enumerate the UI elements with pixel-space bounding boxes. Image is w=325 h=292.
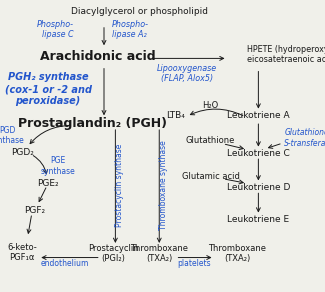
Text: Arachidonic acid: Arachidonic acid [40, 50, 155, 62]
Text: Prostacyclin synthase: Prostacyclin synthase [115, 144, 124, 227]
Text: Leukotriene D: Leukotriene D [227, 183, 290, 192]
Text: Leukotriene C: Leukotriene C [227, 149, 290, 158]
Text: Prostacyclin
(PGI₂): Prostacyclin (PGI₂) [88, 244, 138, 263]
Text: Glutathione-
S-transferase: Glutathione- S-transferase [284, 128, 325, 147]
Text: H₂O: H₂O [202, 101, 219, 110]
Text: Thromboxane
(TXA₂): Thromboxane (TXA₂) [208, 244, 266, 263]
Text: Thromboxane synthase: Thromboxane synthase [159, 140, 168, 230]
Text: PGD
synthase: PGD synthase [0, 126, 24, 145]
Text: PGD₂: PGD₂ [11, 148, 33, 157]
Text: Glutathione: Glutathione [186, 136, 235, 145]
Text: Lipooxygenase
(FLAP, Alox5): Lipooxygenase (FLAP, Alox5) [157, 64, 217, 83]
Text: PGF₂: PGF₂ [25, 206, 46, 215]
Text: PGE₂: PGE₂ [37, 179, 59, 188]
Text: Diacylglycerol or phospholipid: Diacylglycerol or phospholipid [71, 7, 208, 16]
Text: platelets: platelets [177, 259, 211, 268]
Text: Phospho-
lipase A₂: Phospho- lipase A₂ [112, 20, 149, 39]
Text: LTB₄: LTB₄ [166, 111, 185, 120]
Text: Prostaglandin₂ (PGH): Prostaglandin₂ (PGH) [18, 117, 167, 130]
Text: Phospho-
lipase C: Phospho- lipase C [37, 20, 74, 39]
Text: Leukotriene A: Leukotriene A [227, 111, 290, 120]
Text: PGE
synthase: PGE synthase [41, 156, 75, 175]
Text: Glutamic acid: Glutamic acid [182, 172, 240, 181]
Text: 6-keto-
PGF₁α: 6-keto- PGF₁α [7, 243, 37, 262]
Text: HPETE (hydroperoxy-
eicosatetraenoic acid): HPETE (hydroperoxy- eicosatetraenoic aci… [247, 45, 325, 64]
Text: Thromboxane
(TXA₂): Thromboxane (TXA₂) [130, 244, 188, 263]
Text: PGH₂ synthase
(cox-1 or -2 and
peroxidase): PGH₂ synthase (cox-1 or -2 and peroxidas… [5, 72, 92, 106]
Text: Leukotriene E: Leukotriene E [227, 215, 290, 224]
Text: endothelium: endothelium [40, 259, 88, 268]
